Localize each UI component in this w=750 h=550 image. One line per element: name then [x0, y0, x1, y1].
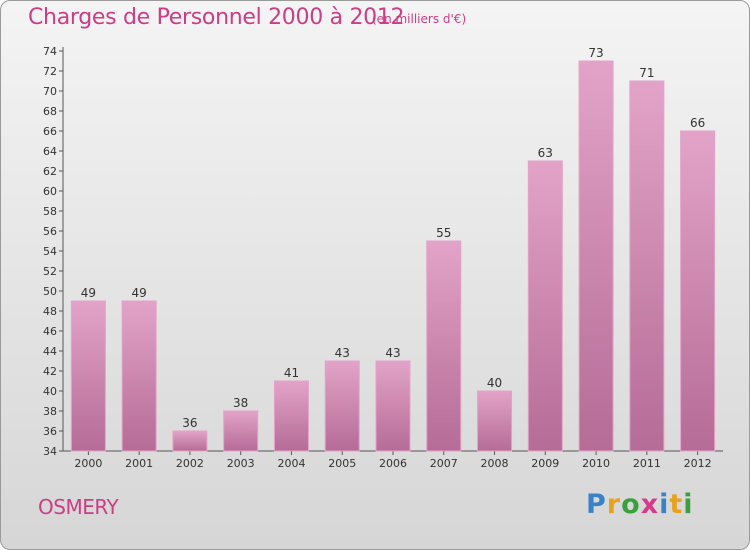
- y-tick-label: 68: [43, 105, 57, 118]
- y-tick-label: 62: [43, 165, 57, 178]
- logo-letter: i: [659, 489, 670, 520]
- y-tick-label: 58: [43, 205, 57, 218]
- bar: [324, 360, 360, 452]
- logo-letter: P: [586, 489, 607, 520]
- y-tick-label: 48: [43, 305, 57, 318]
- data-label: 66: [690, 116, 705, 130]
- bar: [70, 300, 106, 452]
- chart-subtitle: (en milliers d'€): [372, 12, 467, 26]
- bar: [223, 410, 259, 452]
- bar: [477, 390, 513, 452]
- x-tick-label: 2008: [481, 457, 509, 470]
- y-tick-label: 42: [43, 365, 57, 378]
- y-tick-label: 54: [43, 245, 57, 258]
- x-tick-label: 2005: [328, 457, 356, 470]
- x-tick-label: 2009: [531, 457, 559, 470]
- data-label: 38: [233, 396, 248, 410]
- data-label: 41: [284, 366, 299, 380]
- data-label: 49: [81, 286, 96, 300]
- x-tick-label: 2001: [125, 457, 153, 470]
- y-tick-label: 72: [43, 65, 57, 78]
- y-tick-label: 52: [43, 265, 57, 278]
- chart-data-labels: 49 49 36 38 41 43 43 55 40 63 73 71 66: [81, 46, 706, 430]
- logo-letter: r: [606, 489, 622, 520]
- data-label: 71: [639, 66, 654, 80]
- x-tick-label: 2006: [379, 457, 407, 470]
- y-tick-label: 46: [43, 325, 57, 338]
- bar: [578, 60, 614, 452]
- bar: [375, 360, 411, 452]
- bar: [273, 380, 309, 452]
- bar: [172, 430, 208, 452]
- y-tick-label: 70: [43, 85, 57, 98]
- data-label: 55: [436, 226, 451, 240]
- data-label: 43: [385, 346, 400, 360]
- x-tick-label: 2002: [176, 457, 204, 470]
- y-tick-label: 50: [43, 285, 57, 298]
- data-label: 49: [132, 286, 147, 300]
- chart-title: Charges de Personnel 2000 à 2012: [28, 5, 405, 30]
- data-label: 43: [335, 346, 350, 360]
- logo-letter: o: [621, 489, 641, 520]
- data-label: 63: [538, 146, 553, 160]
- data-label: 73: [588, 46, 603, 60]
- bar: [527, 160, 563, 452]
- y-tick-label: 34: [43, 445, 57, 458]
- y-tick-label: 56: [43, 225, 57, 238]
- x-tick-label: 2010: [582, 457, 610, 470]
- data-label: 40: [487, 376, 502, 390]
- bar: [629, 80, 665, 452]
- logo-letter: t: [669, 489, 684, 520]
- bar: [426, 240, 462, 452]
- y-tick-label: 36: [43, 425, 57, 438]
- x-tick-label: 2003: [227, 457, 255, 470]
- logo-letter: i: [683, 489, 694, 520]
- y-tick-label: 66: [43, 125, 57, 138]
- x-tick-label: 2000: [74, 457, 102, 470]
- y-tick-label: 44: [43, 345, 57, 358]
- x-tick-label: 2011: [633, 457, 661, 470]
- y-tick-label: 64: [43, 145, 57, 158]
- x-tick-label: 2012: [684, 457, 712, 470]
- x-tick-label: 2004: [277, 457, 305, 470]
- y-tick-label: 38: [43, 405, 57, 418]
- logo-letter: x: [640, 489, 660, 520]
- y-tick-label: 74: [43, 45, 57, 58]
- chart-axes: 34 36 38 40 42 44 46 48 50 52 54 56 58 60 62 64 66 68 70 72…: [43, 45, 723, 470]
- commune-name: OSMERY: [38, 495, 119, 519]
- bar: [680, 130, 716, 452]
- proxiti-logo: Proxiti: [586, 489, 694, 520]
- chart-bars: [70, 60, 716, 452]
- bar: [121, 300, 157, 452]
- x-tick-label: 2007: [430, 457, 458, 470]
- y-tick-label: 60: [43, 185, 57, 198]
- y-tick-label: 40: [43, 385, 57, 398]
- data-label: 36: [182, 416, 197, 430]
